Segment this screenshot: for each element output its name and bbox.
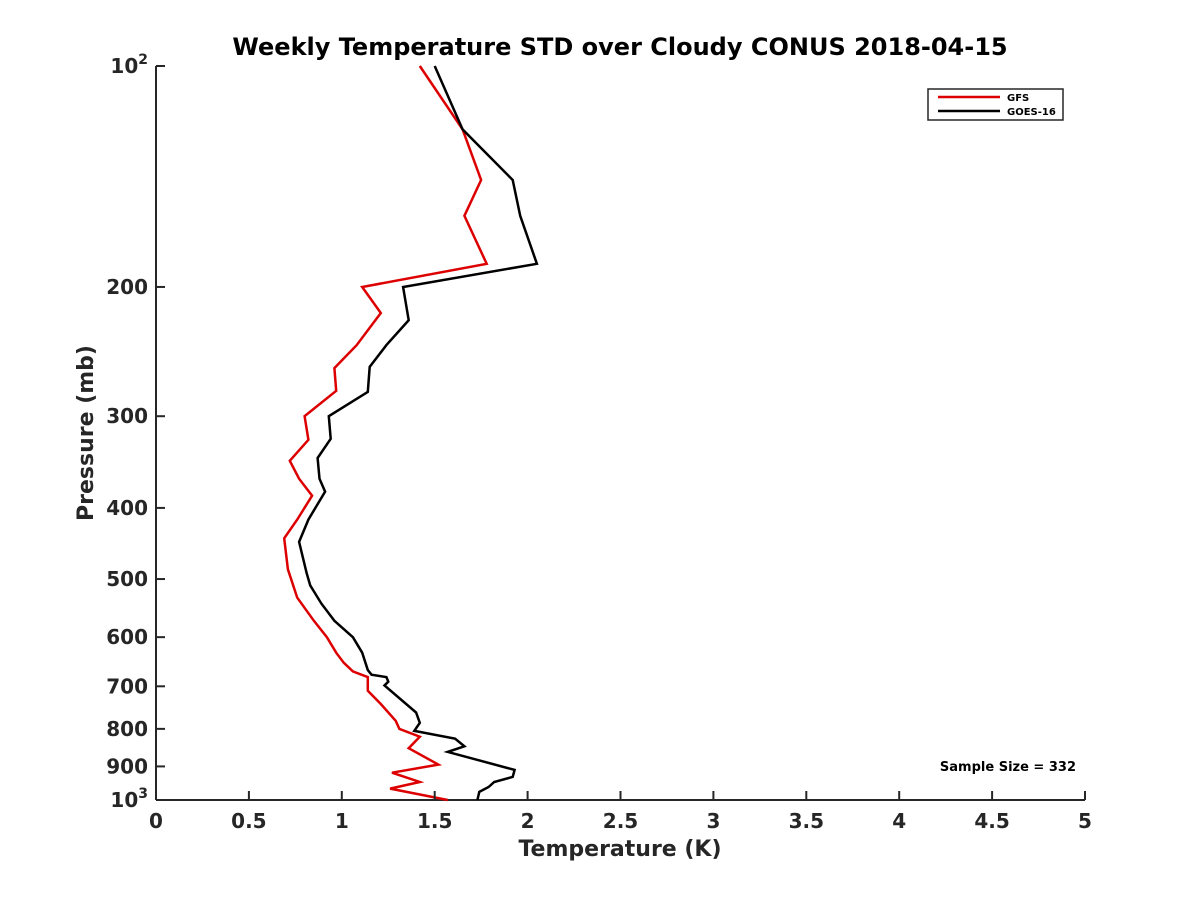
x-tick-label: 1.5 — [417, 809, 452, 833]
legend-label-gfs: GFS — [1007, 93, 1029, 104]
x-tick-label: 2 — [521, 809, 535, 833]
legend: GFS GOES-16 — [927, 88, 1064, 121]
x-tick-label: 4.5 — [974, 809, 1009, 833]
series-line-goes16 — [297, 65, 539, 801]
x-tick-label: 5 — [1078, 809, 1092, 833]
y-tick-label: 700 — [106, 674, 148, 698]
y-tick-label: 600 — [106, 625, 148, 649]
y-tick-label: 900 — [106, 754, 148, 778]
sample-size-annotation: Sample Size = 332 — [940, 760, 1076, 775]
x-tick-label: 0 — [149, 809, 163, 833]
x-tick-label: 1 — [335, 809, 349, 833]
legend-label-goes16: GOES-16 — [1007, 107, 1056, 118]
x-tick-label: 3 — [706, 809, 720, 833]
x-tick-label: 3.5 — [789, 809, 824, 833]
y-tick-label: 300 — [106, 404, 148, 428]
y-tick-label: 400 — [106, 496, 148, 520]
y-tick-label: 102 — [110, 52, 148, 78]
x-tick-label: 0.5 — [231, 809, 266, 833]
chart-title: Weekly Temperature STD over Cloudy CONUS… — [232, 33, 1007, 61]
x-tick-label: 4 — [892, 809, 906, 833]
x-tick-label: 2.5 — [603, 809, 638, 833]
legend-box — [927, 88, 1064, 121]
y-axis-label: Pressure (mb) — [74, 345, 99, 521]
x-axis-label: Temperature (K) — [518, 837, 721, 862]
y-tick-label: 500 — [106, 567, 148, 591]
y-tick-label: 800 — [106, 717, 148, 741]
x-axis-ticks: 0 0.5 1 1.5 2 2.5 3 3.5 4 4.5 5 — [149, 791, 1092, 833]
y-axis-ticks: 102 200 300 400 500 600 700 800 900 103 — [106, 52, 165, 812]
series-line-gfs — [282, 65, 489, 802]
y-tick-label: 103 — [110, 786, 148, 812]
plot-area: 0 0.5 1 1.5 2 2.5 3 3.5 4 4.5 5 102 200 300 400 500 600… — [106, 52, 1092, 833]
y-tick-label: 200 — [106, 275, 148, 299]
series-layer — [282, 65, 539, 802]
